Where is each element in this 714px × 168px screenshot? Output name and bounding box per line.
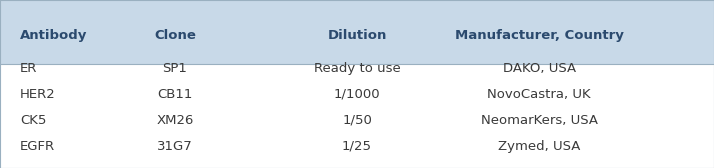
Text: 1/25: 1/25 xyxy=(342,140,372,153)
Text: EGFR: EGFR xyxy=(20,140,55,153)
Text: XM26: XM26 xyxy=(156,114,193,127)
Bar xyxy=(0,0,714,64)
Text: HER2: HER2 xyxy=(20,88,56,101)
Text: 31G7: 31G7 xyxy=(157,140,193,153)
Text: Clone: Clone xyxy=(154,29,196,42)
Text: ER: ER xyxy=(20,61,37,75)
Text: DAKO, USA: DAKO, USA xyxy=(503,61,575,75)
Text: CK5: CK5 xyxy=(20,114,46,127)
Text: CB11: CB11 xyxy=(157,88,193,101)
Text: Zymed, USA: Zymed, USA xyxy=(498,140,580,153)
Text: NovoCastra, UK: NovoCastra, UK xyxy=(487,88,591,101)
Text: 1/50: 1/50 xyxy=(342,114,372,127)
Text: Dilution: Dilution xyxy=(327,29,387,42)
Text: Ready to use: Ready to use xyxy=(313,61,401,75)
Text: SP1: SP1 xyxy=(163,61,187,75)
Text: 1/1000: 1/1000 xyxy=(333,88,381,101)
Text: Manufacturer, Country: Manufacturer, Country xyxy=(455,29,623,42)
Text: NeomarKers, USA: NeomarKers, USA xyxy=(481,114,598,127)
Text: Antibody: Antibody xyxy=(20,29,87,42)
